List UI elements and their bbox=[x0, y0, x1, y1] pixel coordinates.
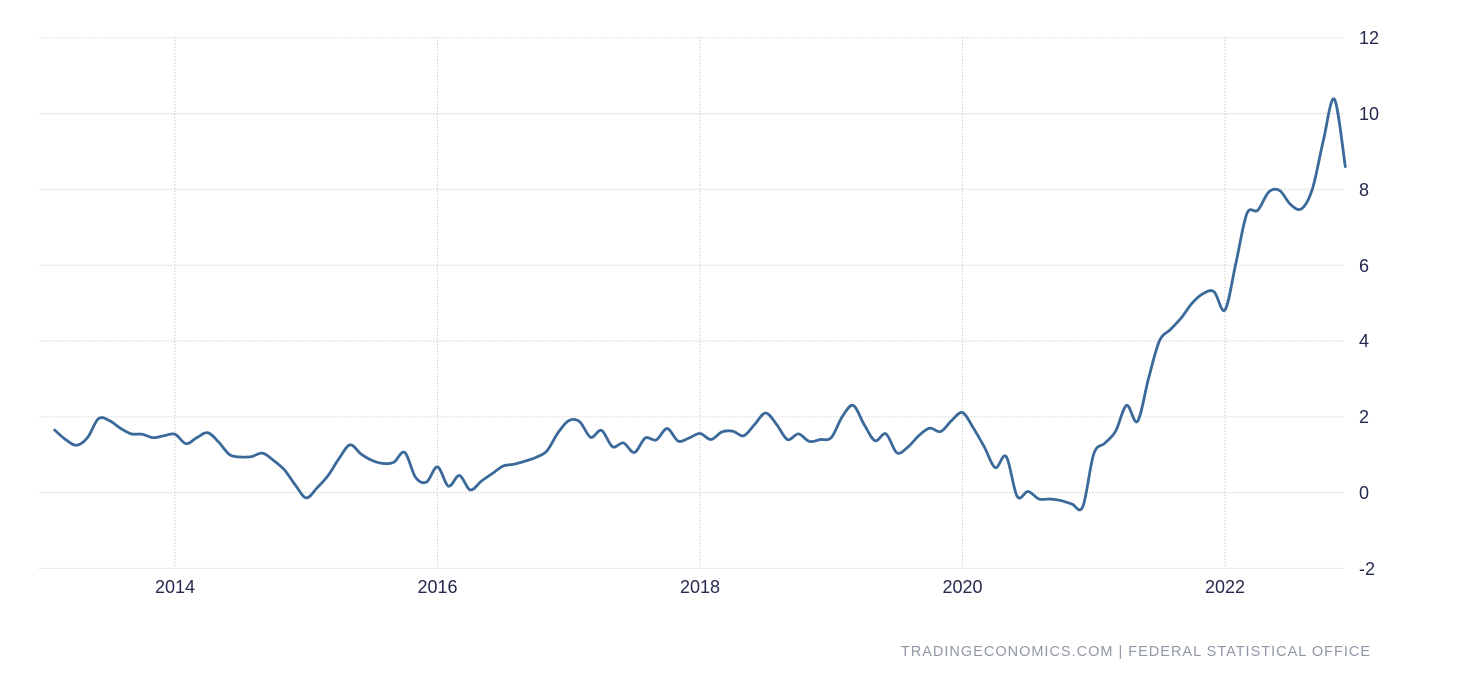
svg-text:0: 0 bbox=[1359, 483, 1369, 503]
svg-text:2016: 2016 bbox=[417, 577, 457, 597]
svg-text:4: 4 bbox=[1359, 331, 1369, 351]
svg-text:2: 2 bbox=[1359, 407, 1369, 427]
svg-text:8: 8 bbox=[1359, 180, 1369, 200]
svg-text:-2: -2 bbox=[1359, 559, 1375, 579]
svg-text:2022: 2022 bbox=[1205, 577, 1245, 597]
svg-text:TRADINGECONOMICS.COM | FEDER: TRADINGECONOMICS.COM | FEDERAL STATISTIC… bbox=[901, 644, 1371, 660]
svg-text:6: 6 bbox=[1359, 256, 1369, 276]
svg-text:2020: 2020 bbox=[942, 577, 982, 597]
svg-text:2018: 2018 bbox=[680, 577, 720, 597]
svg-text:2014: 2014 bbox=[155, 577, 195, 597]
svg-text:12: 12 bbox=[1359, 28, 1379, 48]
svg-text:10: 10 bbox=[1359, 104, 1379, 124]
